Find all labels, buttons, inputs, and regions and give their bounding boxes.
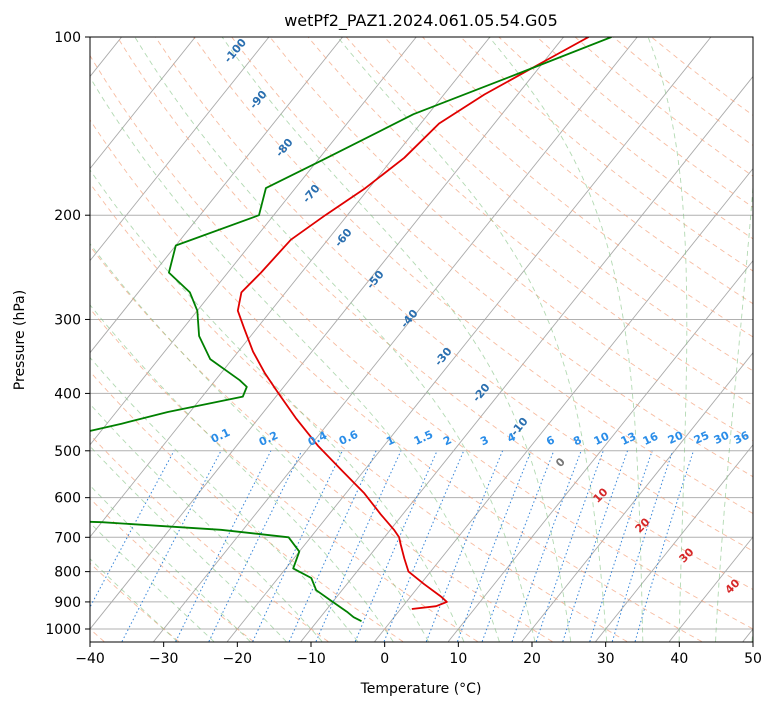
mixing-ratio-label: 20 <box>666 429 686 447</box>
mixing-ratio-line <box>611 450 674 642</box>
dry-adiabat-line <box>269 37 753 442</box>
isotherm-line <box>153 37 638 642</box>
plot-area: -100-90-80-70-60-50-40-30-20-100.1 0.2 0.4… <box>90 37 753 642</box>
x-tick-label: 30 <box>597 651 615 667</box>
isotherm-line <box>374 167 753 642</box>
mixing-ratio-label: 30 <box>712 429 732 447</box>
moist-adiabat-line <box>647 37 688 642</box>
isotherm-line <box>90 37 196 170</box>
moist-adiabat-line <box>90 242 429 642</box>
x-axis-label: Temperature (°C) <box>360 681 482 697</box>
x-tick-label: 10 <box>449 651 467 667</box>
dry-adiabat-line <box>307 37 753 407</box>
x-tick-label: −20 <box>223 651 253 667</box>
mixing-ratio-line <box>511 450 582 642</box>
mixing-ratio-line <box>634 450 694 642</box>
mixing-ratio-lines <box>90 450 694 642</box>
x-axis-ticks: −40 −30 −20 −10 0 10 20 30 40 50 <box>75 642 762 667</box>
mixing-ratio-label: 25 <box>692 429 711 447</box>
dry-adiabat-line <box>383 37 753 338</box>
y-tick-label: 800 <box>54 565 81 581</box>
mixing-ratio-label: 16 <box>641 430 661 448</box>
mixing-ratio-line <box>175 450 272 642</box>
dry-adiabat-line <box>90 245 553 642</box>
y-tick-label: 400 <box>54 386 81 402</box>
dry-adiabat-line <box>90 54 753 630</box>
x-tick-label: −40 <box>75 651 105 667</box>
isotherm-line <box>668 536 753 642</box>
isotherm-line <box>521 352 753 642</box>
mixing-ratio-line <box>589 450 653 642</box>
moist-adiabat-line <box>90 76 500 642</box>
y-axis-label: Pressure (hPa) <box>12 290 28 390</box>
moist-adiabat-line <box>715 181 753 642</box>
isotherm-line <box>90 37 343 354</box>
y-tick-label: 900 <box>54 595 81 611</box>
moist-adiabat-line <box>90 445 287 642</box>
y-tick-label: 200 <box>54 208 81 224</box>
mixing-ratio-line <box>383 450 465 642</box>
x-tick-label: −10 <box>296 651 326 667</box>
plot-frame <box>89 36 754 643</box>
x-tick-label: 40 <box>670 651 688 667</box>
y-tick-label: 700 <box>54 530 81 546</box>
y-tick-label: 500 <box>54 444 81 460</box>
dry-adiabat-line <box>155 37 753 552</box>
isotherm-line <box>90 37 270 262</box>
profile-series <box>90 37 612 623</box>
dry-adiabat-line <box>90 497 254 642</box>
y-tick-label: 100 <box>54 30 81 46</box>
x-tick-label: 0 <box>380 651 389 667</box>
mixing-ratio-label: 10 <box>592 430 612 448</box>
mixing-ratio-line <box>425 450 504 642</box>
y-tick-label: 1000 <box>45 622 81 638</box>
moist-adiabat-line <box>488 37 644 642</box>
isotherm-line <box>226 37 712 642</box>
dry-adiabat-line <box>90 182 628 642</box>
mixing-ratio-label: 36 <box>732 429 752 447</box>
mixing-ratio-line <box>90 450 175 609</box>
y-axis-ticks: 100 200 300 400 500 600 700 800 900 1000 <box>45 30 90 638</box>
dry-adiabat-line <box>116 37 753 591</box>
x-tick-label: 20 <box>523 651 541 667</box>
x-tick-label: −30 <box>149 651 179 667</box>
chart-title: wetPf2_PAZ1.2024.061.05.54.G05 <box>284 11 558 31</box>
dewpoint-profile-line <box>90 37 612 623</box>
dry-adiabat-line <box>90 370 404 642</box>
dry-adiabat-line <box>193 37 753 515</box>
moist-adiabat-line <box>90 356 358 642</box>
mixing-ratio-line <box>562 450 628 642</box>
y-tick-label: 300 <box>54 312 81 328</box>
isotherm-line <box>595 444 753 642</box>
dry-adiabat-line <box>90 562 180 642</box>
isotherm-line <box>447 259 753 642</box>
mixing-ratio-line <box>354 450 438 642</box>
mixing-ratio-line <box>481 450 555 642</box>
x-tick-label: 50 <box>744 651 762 667</box>
mixing-ratio-line <box>315 450 402 642</box>
dry-adiabat-line <box>90 119 702 642</box>
isotherm-line <box>90 37 417 446</box>
isotherm-line <box>90 37 564 630</box>
mixing-ratio-label: 13 <box>619 430 638 448</box>
dry-adiabats <box>90 37 753 642</box>
moist-adiabat-line <box>134 37 536 642</box>
mixing-ratio-line <box>535 450 604 642</box>
mixing-ratio-line <box>457 450 532 642</box>
y-tick-label: 600 <box>54 491 81 507</box>
dry-adiabat-line <box>90 308 478 642</box>
temperature-profile-line <box>236 37 590 610</box>
moist-adiabat-line <box>90 403 323 642</box>
